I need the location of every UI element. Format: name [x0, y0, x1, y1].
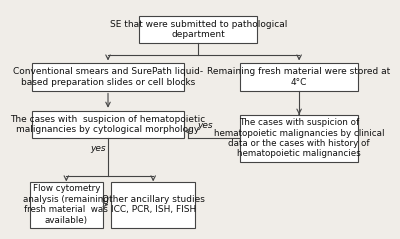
FancyBboxPatch shape — [32, 63, 184, 91]
FancyBboxPatch shape — [112, 181, 195, 228]
FancyBboxPatch shape — [240, 115, 358, 162]
Text: Conventional smears and SurePath liquid-
based preparation slides or cell blocks: Conventional smears and SurePath liquid-… — [13, 67, 203, 87]
Text: Other ancillary studies
ICC, PCR, ISH, FISH: Other ancillary studies ICC, PCR, ISH, F… — [102, 195, 205, 214]
FancyBboxPatch shape — [30, 181, 103, 228]
FancyBboxPatch shape — [32, 111, 184, 138]
Text: The cases with suspicion of
hematopoietic malignancies by clinical
data or the c: The cases with suspicion of hematopoieti… — [214, 118, 384, 158]
FancyBboxPatch shape — [240, 63, 358, 91]
Text: yes: yes — [90, 144, 105, 153]
Text: Remaining fresh material were stored at
4°C: Remaining fresh material were stored at … — [208, 67, 391, 87]
Text: SE that were submitted to pathological
department: SE that were submitted to pathological d… — [110, 20, 287, 39]
FancyBboxPatch shape — [139, 16, 258, 43]
Text: yes: yes — [198, 121, 213, 130]
Text: The cases with  suspicion of hematopoietic
malignancies by cytological morpholog: The cases with suspicion of hematopoieti… — [10, 114, 206, 134]
Text: Flow cytometry
analysis (remaining
fresh material  was
available): Flow cytometry analysis (remaining fresh… — [23, 185, 109, 225]
